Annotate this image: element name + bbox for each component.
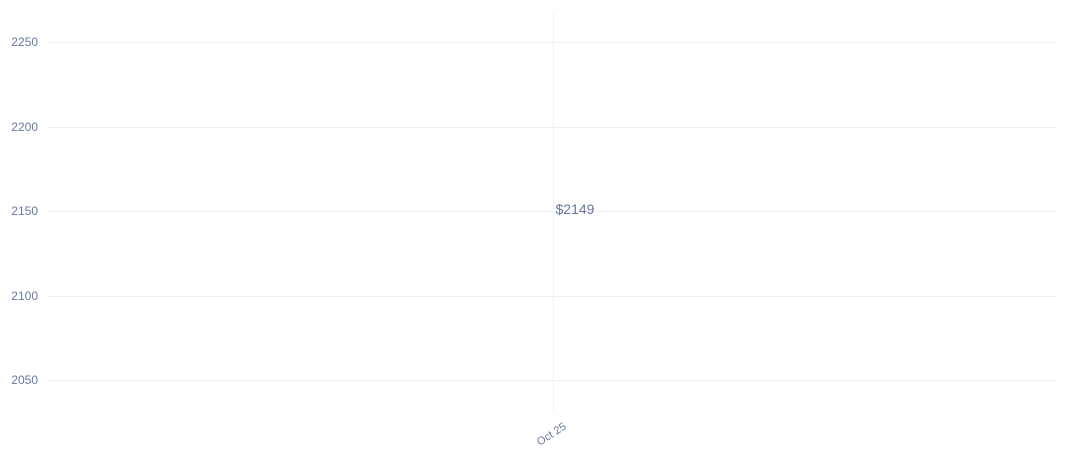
y-axis-tick-label: 2150 bbox=[11, 204, 38, 219]
y-axis-tick-label: 2200 bbox=[11, 119, 38, 134]
y-axis-tick-label: 2050 bbox=[11, 372, 38, 387]
y-axis-tick-label: 2100 bbox=[11, 288, 38, 303]
y-axis-tick-label: 2250 bbox=[11, 35, 38, 50]
x-axis-tick-label: Oct 25 bbox=[534, 420, 569, 449]
data-point-label: $2149 bbox=[555, 200, 595, 217]
x-gridline bbox=[552, 12, 554, 412]
